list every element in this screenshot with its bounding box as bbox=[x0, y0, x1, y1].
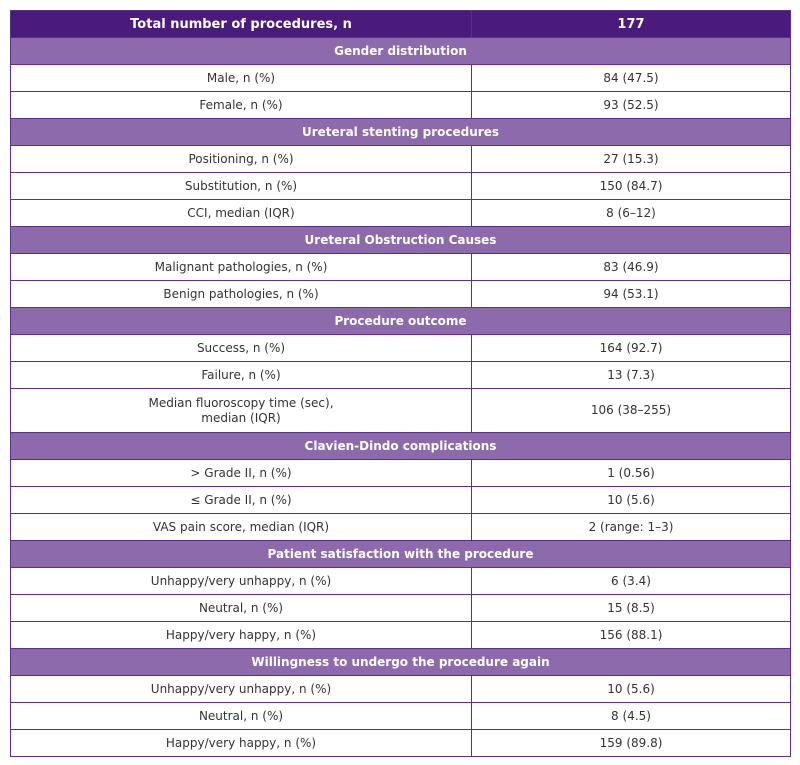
data-row: CCI, median (IQR) 8 (6–12) bbox=[10, 199, 791, 227]
row-label: Neutral, n (%) bbox=[10, 594, 472, 622]
row-value: 164 (92.7) bbox=[471, 334, 791, 362]
section-title: Ureteral stenting procedures bbox=[10, 118, 791, 146]
row-value: 159 (89.8) bbox=[471, 729, 791, 757]
data-row: Unhappy/very unhappy, n (%) 6 (3.4) bbox=[10, 567, 791, 595]
row-value: 1 (0.56) bbox=[471, 459, 791, 487]
row-value: 10 (5.6) bbox=[471, 675, 791, 703]
table-body: Total number of procedures, n 177 Gender… bbox=[10, 10, 791, 757]
section-row: Willingness to undergo the procedure aga… bbox=[10, 648, 791, 676]
row-value: 27 (15.3) bbox=[471, 145, 791, 173]
data-row: > Grade II, n (%) 1 (0.56) bbox=[10, 459, 791, 487]
header-row: Total number of procedures, n 177 bbox=[10, 10, 791, 38]
section-row: Clavien-Dindo complications bbox=[10, 432, 791, 460]
data-table: Total number of procedures, n 177 Gender… bbox=[10, 10, 791, 757]
row-label: Median fluoroscopy time (sec), median (I… bbox=[10, 388, 472, 433]
row-label: Positioning, n (%) bbox=[10, 145, 472, 173]
row-label: ≤ Grade II, n (%) bbox=[10, 486, 472, 514]
row-label: > Grade II, n (%) bbox=[10, 459, 472, 487]
section-title: Ureteral Obstruction Causes bbox=[10, 226, 791, 254]
data-row: Happy/very happy, n (%) 156 (88.1) bbox=[10, 621, 791, 649]
row-value: 93 (52.5) bbox=[471, 91, 791, 119]
section-row: Ureteral stenting procedures bbox=[10, 118, 791, 146]
row-value: 15 (8.5) bbox=[471, 594, 791, 622]
row-value: 156 (88.1) bbox=[471, 621, 791, 649]
data-row: Neutral, n (%) 8 (4.5) bbox=[10, 702, 791, 730]
row-value: 8 (4.5) bbox=[471, 702, 791, 730]
row-label: Substitution, n (%) bbox=[10, 172, 472, 200]
row-value: 84 (47.5) bbox=[471, 64, 791, 92]
section-title: Patient satisfaction with the procedure bbox=[10, 540, 791, 568]
row-label: Unhappy/very unhappy, n (%) bbox=[10, 675, 472, 703]
data-row: Neutral, n (%) 15 (8.5) bbox=[10, 594, 791, 622]
data-row: ≤ Grade II, n (%) 10 (5.6) bbox=[10, 486, 791, 514]
row-label: Benign pathologies, n (%) bbox=[10, 280, 472, 308]
row-value: 106 (38–255) bbox=[471, 388, 791, 433]
row-label: Failure, n (%) bbox=[10, 361, 472, 389]
header-cell: 177 bbox=[471, 10, 791, 38]
row-label: Happy/very happy, n (%) bbox=[10, 621, 472, 649]
data-row: Female, n (%) 93 (52.5) bbox=[10, 91, 791, 119]
data-row: VAS pain score, median (IQR) 2 (range: 1–… bbox=[10, 513, 791, 541]
data-row: Malignant pathologies, n (%) 83 (46.9) bbox=[10, 253, 791, 281]
data-row: Benign pathologies, n (%) 94 (53.1) bbox=[10, 280, 791, 308]
header-cell: Total number of procedures, n bbox=[10, 10, 472, 38]
data-row: Male, n (%) 84 (47.5) bbox=[10, 64, 791, 92]
data-row: Positioning, n (%) 27 (15.3) bbox=[10, 145, 791, 173]
row-label: Malignant pathologies, n (%) bbox=[10, 253, 472, 281]
row-label: Happy/very happy, n (%) bbox=[10, 729, 472, 757]
row-value: 2 (range: 1–3) bbox=[471, 513, 791, 541]
section-row: Patient satisfaction with the procedure bbox=[10, 540, 791, 568]
row-value: 10 (5.6) bbox=[471, 486, 791, 514]
row-value: 13 (7.3) bbox=[471, 361, 791, 389]
row-value: 6 (3.4) bbox=[471, 567, 791, 595]
section-title: Procedure outcome bbox=[10, 307, 791, 335]
section-title: Willingness to undergo the procedure aga… bbox=[10, 648, 791, 676]
row-label: Unhappy/very unhappy, n (%) bbox=[10, 567, 472, 595]
row-value: 94 (53.1) bbox=[471, 280, 791, 308]
data-row: Failure, n (%) 13 (7.3) bbox=[10, 361, 791, 389]
row-label: Success, n (%) bbox=[10, 334, 472, 362]
section-title: Gender distribution bbox=[10, 37, 791, 65]
row-label: Neutral, n (%) bbox=[10, 702, 472, 730]
section-row: Ureteral Obstruction Causes bbox=[10, 226, 791, 254]
section-title: Clavien-Dindo complications bbox=[10, 432, 791, 460]
data-row: Median fluoroscopy time (sec), median (I… bbox=[10, 388, 791, 433]
row-label: Female, n (%) bbox=[10, 91, 472, 119]
data-row: Substitution, n (%) 150 (84.7) bbox=[10, 172, 791, 200]
row-value: 150 (84.7) bbox=[471, 172, 791, 200]
section-row: Procedure outcome bbox=[10, 307, 791, 335]
row-value: 8 (6–12) bbox=[471, 199, 791, 227]
row-label: VAS pain score, median (IQR) bbox=[10, 513, 472, 541]
data-row: Success, n (%) 164 (92.7) bbox=[10, 334, 791, 362]
row-label: Male, n (%) bbox=[10, 64, 472, 92]
row-label: CCI, median (IQR) bbox=[10, 199, 472, 227]
data-row: Unhappy/very unhappy, n (%) 10 (5.6) bbox=[10, 675, 791, 703]
row-value: 83 (46.9) bbox=[471, 253, 791, 281]
section-row: Gender distribution bbox=[10, 37, 791, 65]
data-row: Happy/very happy, n (%) 159 (89.8) bbox=[10, 729, 791, 757]
